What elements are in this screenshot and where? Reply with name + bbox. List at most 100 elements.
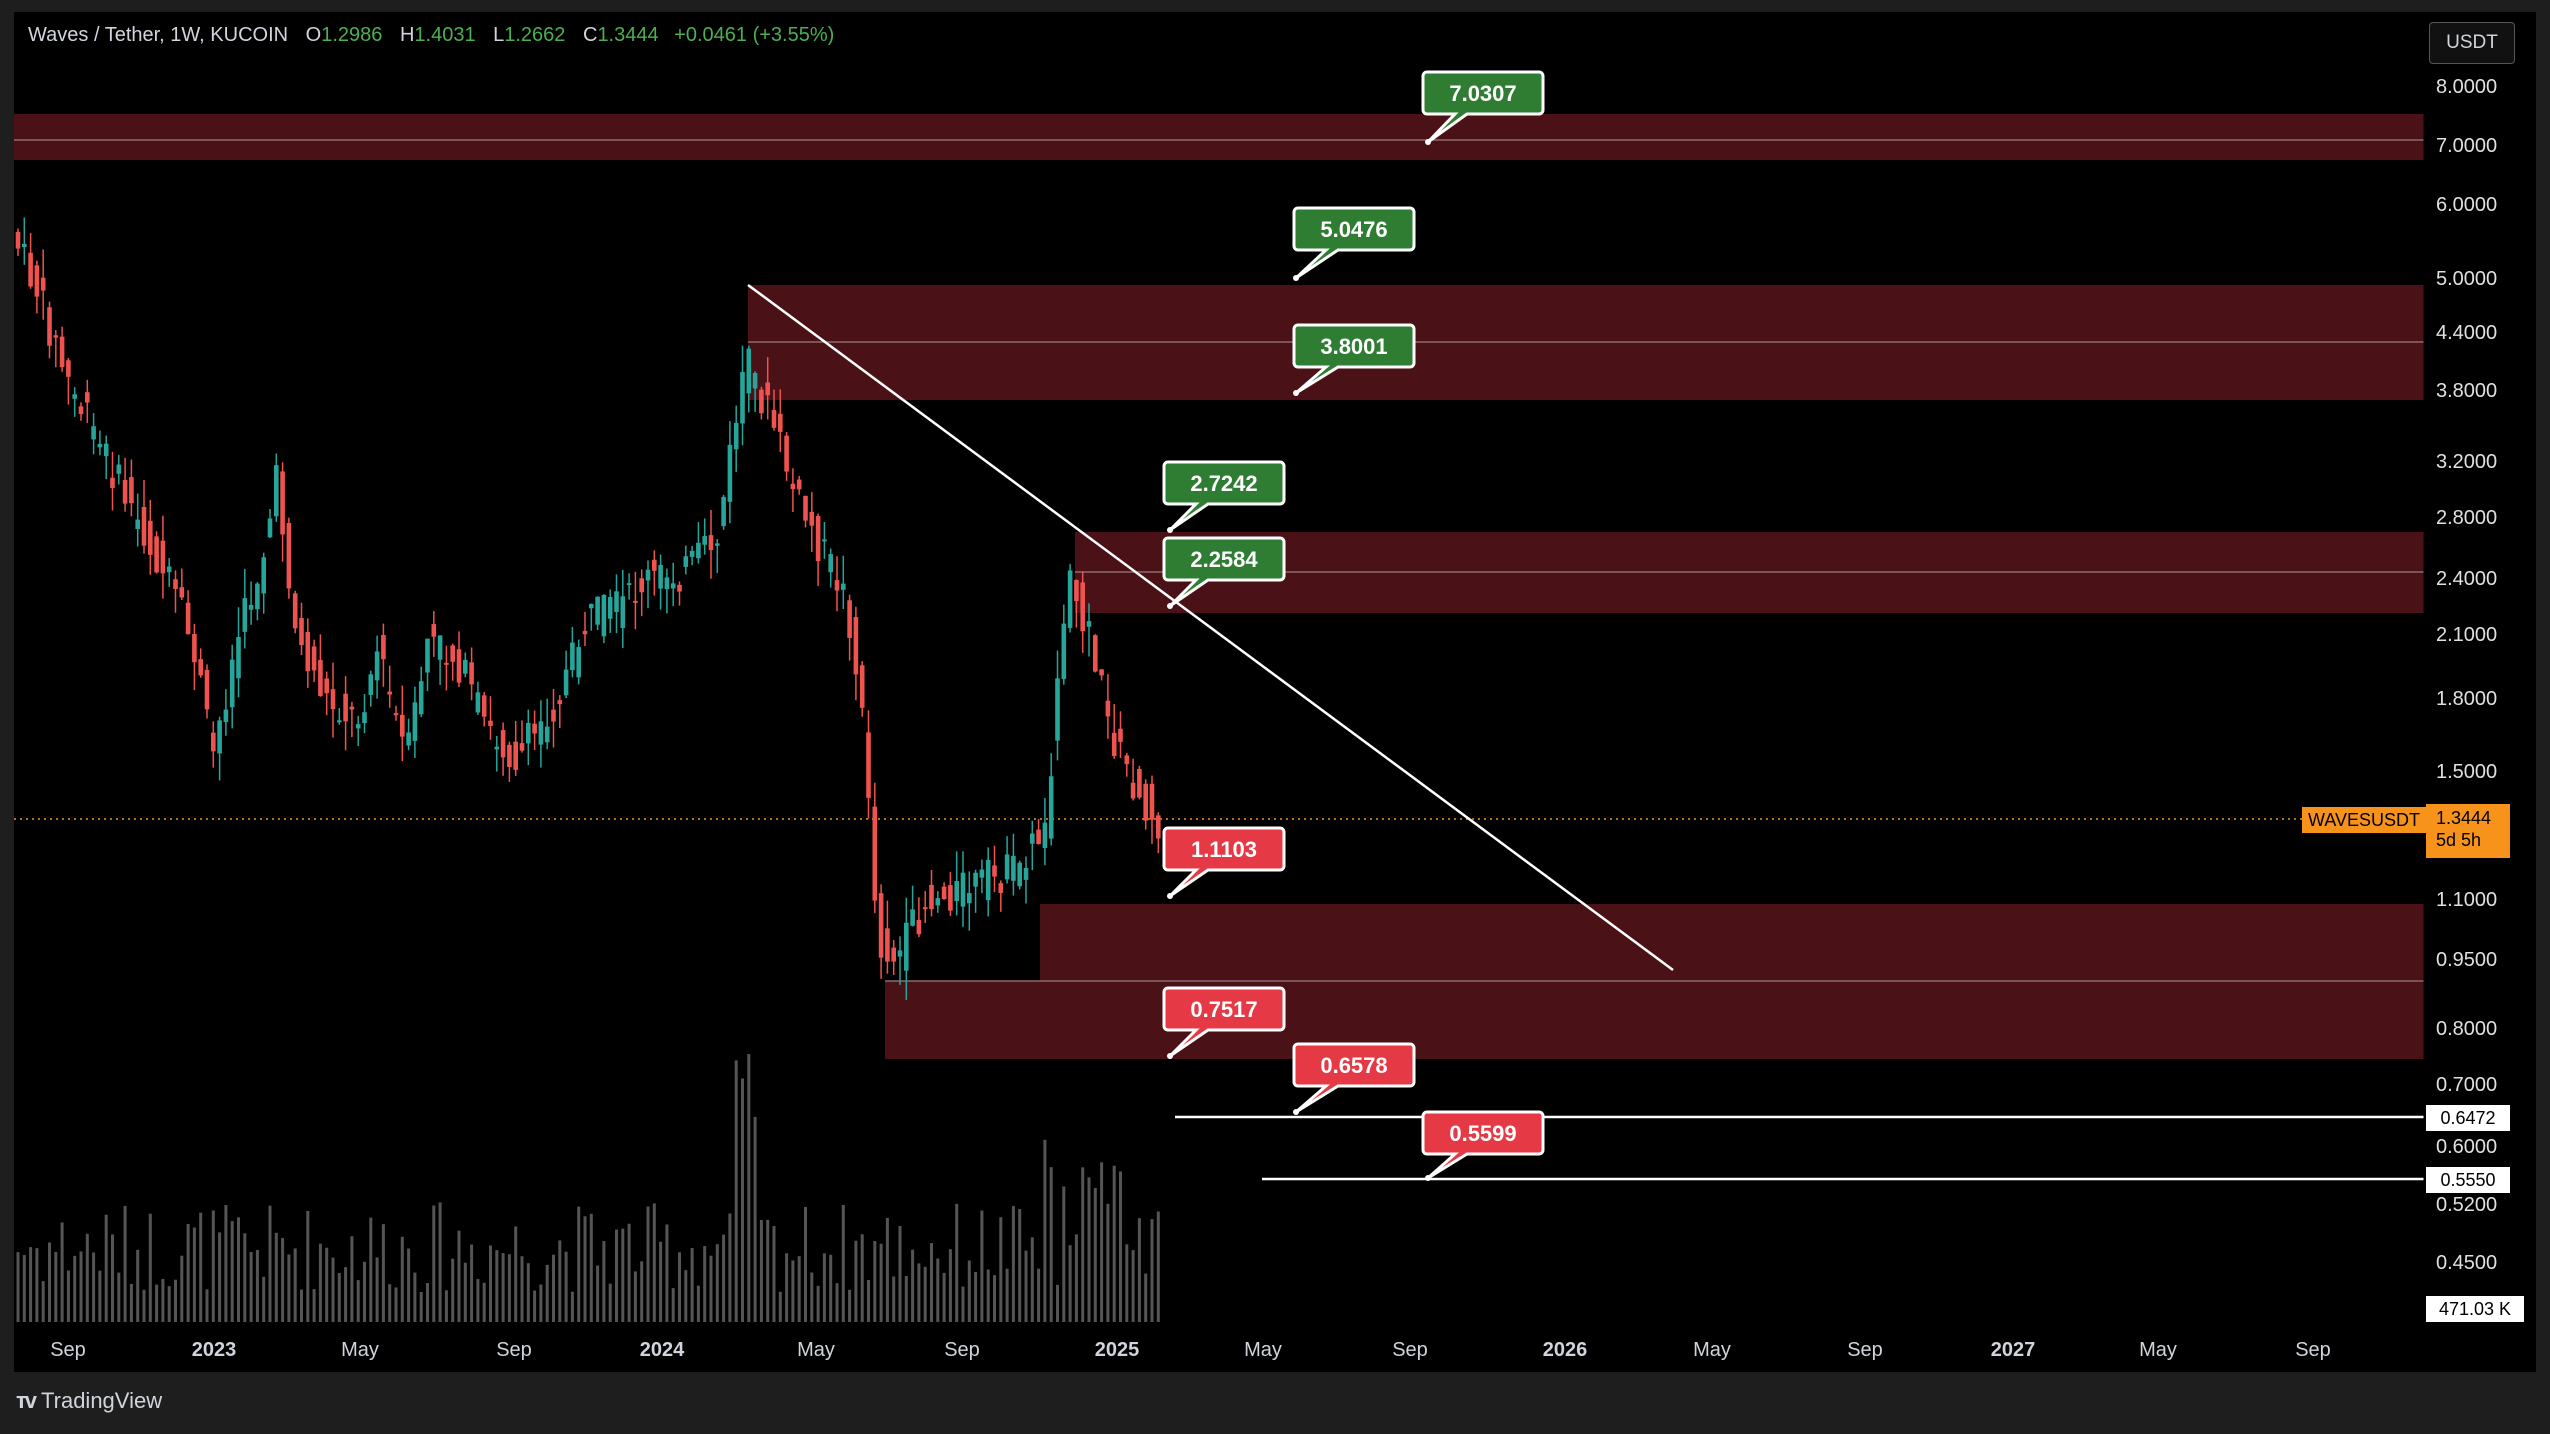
symbol-title[interactable]: Waves / Tether, 1W, KUCOIN	[28, 24, 289, 46]
volume-bar	[41, 1281, 45, 1322]
candle-body	[34, 265, 40, 297]
volume-bar	[375, 1257, 379, 1322]
volume-bar	[388, 1284, 392, 1322]
candle-body	[891, 947, 896, 962]
candle-body	[645, 569, 651, 581]
volume-bar	[482, 1282, 486, 1322]
candle-body	[992, 865, 997, 877]
volume-bar	[526, 1263, 530, 1322]
volume-bar	[199, 1212, 203, 1322]
volume-bar	[1093, 1187, 1097, 1322]
resistance-tag-text: 2.2584	[1190, 547, 1258, 572]
candle-body	[274, 465, 279, 517]
tradingview-logo[interactable]: ᴛᴠ TradingView	[16, 1388, 162, 1414]
candle-body	[1149, 783, 1155, 820]
volume-bar	[539, 1284, 543, 1322]
time-axis-label: 2027	[1991, 1339, 2036, 1361]
candle-body	[557, 700, 563, 705]
candle-body	[53, 335, 59, 338]
volume-bar	[615, 1229, 618, 1322]
support-tag[interactable]: 0.5599	[1421, 1110, 1545, 1181]
candle-body	[582, 630, 588, 635]
volume-bar	[797, 1256, 801, 1322]
candle-body	[248, 604, 254, 610]
volume-bar	[293, 1248, 297, 1322]
support-tag[interactable]: 0.7517	[1162, 986, 1286, 1059]
resistance-tag[interactable]: 2.7242	[1162, 460, 1286, 533]
support-tag-shape	[1292, 1042, 1416, 1114]
candle-body	[532, 723, 537, 734]
volume-bar	[463, 1262, 467, 1322]
candle-body	[368, 674, 374, 695]
volume-bar	[1100, 1162, 1104, 1322]
price-axis-label: 2.8000	[2436, 507, 2498, 529]
tradingview-icon: ᴛᴠ	[16, 1388, 37, 1413]
price-axis-label: 3.8000	[2436, 380, 2498, 402]
candle-body	[1130, 782, 1136, 799]
candle-body	[652, 559, 657, 571]
candle-body	[677, 584, 682, 592]
volume-bar	[432, 1205, 436, 1322]
candle-body	[192, 633, 197, 663]
volume-bar	[281, 1238, 285, 1322]
candle-body	[859, 665, 865, 708]
volume-bar	[66, 1270, 70, 1322]
candle-body	[488, 720, 493, 726]
candle-body	[1111, 732, 1117, 756]
volume-value-label: 471.03 K	[2426, 1296, 2524, 1322]
change-value: +0.0461 (+3.55%)	[674, 24, 835, 46]
candle-body	[1061, 623, 1067, 680]
volume-bar	[986, 1269, 990, 1322]
legend-header: Waves / Tether, 1W, KUCOIN O1.2986 H1.40…	[28, 24, 834, 47]
volume-bar	[1005, 1268, 1009, 1322]
candle-body	[853, 616, 859, 675]
volume-bar	[1144, 1273, 1148, 1322]
trend-line[interactable]	[747, 283, 1674, 972]
resistance-tag[interactable]: 7.0307	[1421, 70, 1545, 145]
resistance-tag[interactable]: 3.8001	[1292, 323, 1416, 396]
candle-body	[752, 373, 758, 389]
volume-bar	[860, 1234, 864, 1322]
candle-body	[822, 539, 827, 542]
volume-bar	[356, 1280, 360, 1322]
price-axis-label: 2.1000	[2436, 624, 2498, 646]
volume-bar	[444, 1290, 448, 1322]
candle-body	[614, 591, 619, 612]
price-axis-label: 0.6000	[2436, 1136, 2498, 1158]
volume-bar	[111, 1234, 114, 1322]
currency-unit-button[interactable]: USDT	[2429, 22, 2515, 64]
volume-bar	[350, 1236, 354, 1322]
candle-body	[223, 709, 229, 723]
zones	[14, 114, 2424, 1059]
volume-bar	[993, 1275, 996, 1322]
volume-bar	[967, 1260, 971, 1322]
candle-body	[1124, 755, 1130, 765]
candle-body	[280, 471, 285, 535]
candle-body	[97, 443, 103, 448]
volume-bar	[898, 1225, 902, 1322]
resistance-tag-text: 5.0476	[1320, 217, 1387, 242]
resistance-tag[interactable]: 5.0476	[1292, 206, 1416, 281]
volume-bar	[54, 1251, 58, 1322]
time-axis[interactable]: Sep 2023 May Sep 2024 May Sep 2025 May Sep 2026 May…	[50, 1339, 2331, 1361]
volume-bar	[533, 1290, 537, 1322]
support-tag[interactable]: 0.6578	[1292, 1042, 1416, 1115]
candle-body	[576, 647, 581, 678]
candle-body	[450, 645, 455, 662]
candle-body	[494, 746, 500, 750]
volume-bar	[640, 1261, 644, 1322]
candle-body	[778, 413, 783, 432]
candle-body	[1042, 822, 1048, 849]
volume-bar	[974, 1271, 978, 1322]
resistance-tag[interactable]: 2.2584	[1162, 536, 1286, 609]
volume-bar	[1030, 1237, 1034, 1322]
volume-bar	[224, 1204, 228, 1322]
support-tag-shape	[1162, 986, 1286, 1058]
candle-body	[670, 583, 676, 589]
volume-bar	[249, 1252, 253, 1322]
volume-bar	[167, 1286, 171, 1322]
current-price-value: 1.3444	[2436, 808, 2492, 828]
resistance-tag-shape	[1292, 206, 1416, 280]
support-tag[interactable]: 1.1103	[1162, 826, 1286, 899]
